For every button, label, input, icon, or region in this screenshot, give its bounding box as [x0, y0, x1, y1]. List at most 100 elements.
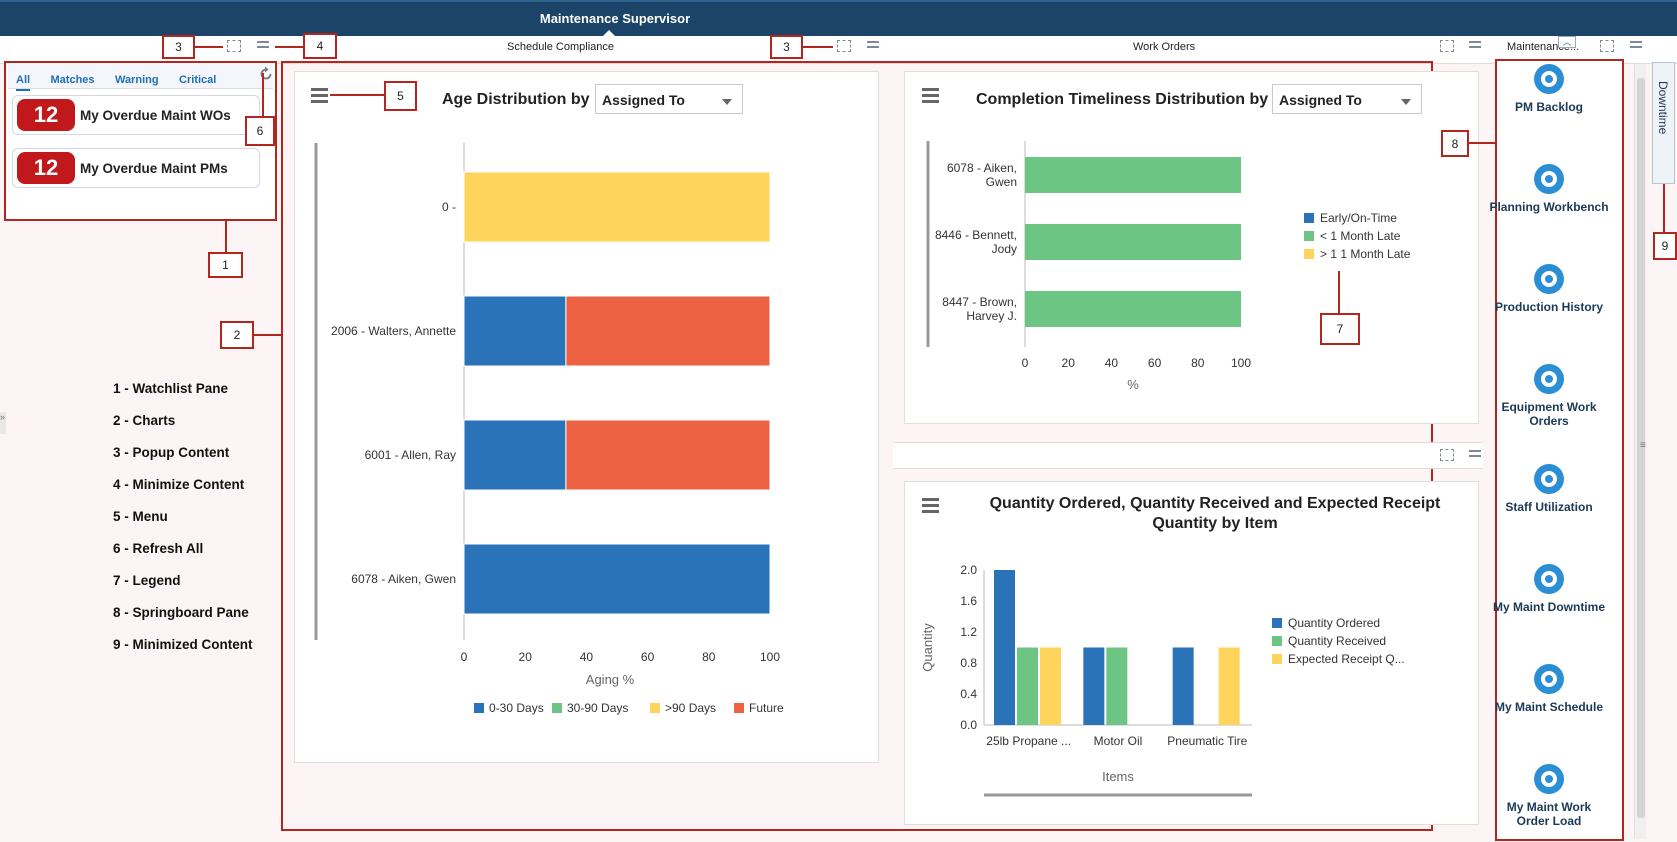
legend-list-item: 3 - Popup Content [113, 445, 230, 460]
x-tick-label: 100 [1231, 356, 1251, 370]
bar-segment [463, 295, 567, 367]
chart-menu-icon[interactable] [922, 498, 939, 513]
callout-line [330, 94, 385, 96]
bar [1017, 647, 1038, 725]
tab-all[interactable]: All [16, 74, 31, 91]
callout-8-springboard: 8 [1441, 130, 1469, 157]
y-axis-label: Quantity [920, 623, 935, 672]
popup-content-icon[interactable] [1440, 40, 1454, 52]
minimize-content-icon[interactable] [1469, 41, 1485, 53]
legend-swatch [1272, 636, 1282, 646]
legend-swatch [650, 703, 660, 713]
callout-6-refresh: 6 [245, 116, 275, 146]
legend-label: 30-90 Days [567, 701, 628, 715]
popup-content-icon[interactable] [227, 40, 241, 52]
maint-schedule-icon [1534, 664, 1564, 694]
quantity-chart: 0.0 0.4 0.8 1.2 1.6 2.0 Quantity 25lb Propane .… [920, 563, 1405, 797]
springboard-item[interactable]: My Maint Work Order Load [1489, 764, 1609, 828]
watchlist-card[interactable]: 12 My Overdue Maint WOs [12, 95, 260, 135]
y-tick-label: 8446 - Bennett, [935, 228, 1017, 242]
work-order-load-icon [1534, 764, 1564, 794]
equipment-work-orders-icon [1534, 364, 1564, 394]
splitter-grip[interactable]: ≡ [1640, 440, 1646, 451]
x-tick-label: Motor Oil [1094, 734, 1143, 748]
springboard-item[interactable]: My Maint Downtime [1489, 564, 1609, 614]
x-tick-label: 20 [1062, 356, 1076, 370]
schedule-compliance-label[interactable]: Schedule Compliance [507, 41, 615, 53]
x-tick-label: 100 [760, 650, 780, 664]
bar [1040, 647, 1061, 725]
work-orders-label[interactable]: Work Orders [1133, 41, 1196, 53]
completion-timeliness-chart: 6078 - Aiken,Gwen 8446 - Bennett,Jody 8447… [926, 141, 1411, 392]
tab-matches[interactable]: Matches [50, 74, 95, 86]
y-tick-label: 0 - [442, 200, 456, 214]
chart-menu-icon[interactable] [311, 88, 328, 103]
legend-label: > 1 1 Month Late [1320, 247, 1411, 261]
x-tick-label: 0 [1022, 356, 1029, 370]
completion-chart-title: Completion Timeliness Distribution by [976, 91, 1269, 108]
popup-content-icon[interactable] [1440, 449, 1454, 461]
minimize-content-icon[interactable] [1469, 450, 1485, 462]
callout-7-legend: 7 [1320, 313, 1360, 345]
minimized-downtime-tab[interactable]: Downtime [1652, 62, 1675, 184]
expand-left-handle[interactable]: » [0, 412, 6, 434]
minimize-content-icon[interactable] [257, 41, 273, 53]
springboard-item[interactable]: Equipment Work Orders [1489, 364, 1609, 428]
completion-group-by-select[interactable]: Assigned To [1272, 84, 1422, 114]
maint-downtime-icon [1534, 564, 1564, 594]
springboard-item[interactable]: Planning Workbench [1489, 164, 1609, 214]
callout-3-popup: 3 [162, 35, 195, 59]
tab-critical[interactable]: Critical [179, 74, 217, 86]
planning-workbench-icon [1534, 164, 1564, 194]
callout-9-minimized: 9 [1653, 232, 1677, 260]
springboard-item[interactable]: Staff Utilization [1489, 464, 1609, 514]
y-tick-label: 1.2 [960, 625, 977, 639]
minimize-content-icon[interactable] [867, 41, 883, 53]
chevron-down-icon [722, 99, 732, 105]
title-bar: Maintenance Supervisor [0, 0, 1677, 38]
legend-label: 0-30 Days [489, 701, 544, 715]
springboard-item[interactable]: Production History [1489, 264, 1609, 314]
x-axis-label: Items [1102, 769, 1134, 784]
x-tick-label: 80 [702, 650, 716, 664]
y-tick-label: 6001 - Allen, Ray [365, 448, 456, 462]
watchlist-card[interactable]: 12 My Overdue Maint PMs [12, 148, 260, 188]
y-tick-label: 0.8 [960, 656, 977, 670]
age-group-by-value: Assigned To [602, 92, 685, 108]
legend-label: Expected Receipt Q... [1288, 652, 1405, 666]
x-tick-label: 60 [1148, 356, 1162, 370]
chart-menu-icon[interactable] [922, 88, 939, 103]
popup-content-icon[interactable] [837, 40, 851, 52]
minimize-content-icon[interactable] [1630, 41, 1646, 53]
legend-list-item: 2 - Charts [113, 413, 176, 428]
callout-line [1338, 271, 1340, 313]
springboard-item-label: My Maint Schedule [1494, 700, 1604, 714]
springboard-item[interactable]: PM Backlog [1489, 64, 1609, 114]
bar [994, 570, 1015, 725]
y-tick-label: 0.0 [960, 718, 977, 732]
callout-line [803, 46, 833, 48]
y-tick-label: Jody [992, 242, 1017, 256]
watchlist-pane: All Matches Warning Critical [4, 61, 277, 221]
legend-label: < 1 Month Late [1320, 229, 1401, 243]
springboard-item-label: Production History [1494, 300, 1603, 314]
watchlist-card-label: My Overdue Maint PMs [80, 160, 228, 176]
legend-list-item: 1 - Watchlist Pane [113, 381, 229, 396]
vertical-scrollbar[interactable] [1634, 64, 1646, 839]
refresh-icon[interactable] [258, 66, 274, 82]
scrollbar-thumb[interactable] [1637, 78, 1645, 818]
bar-segment [463, 419, 567, 491]
x-tick-label: 60 [641, 650, 655, 664]
bar-segment [1025, 157, 1241, 193]
springboard-item[interactable]: My Maint Schedule [1489, 664, 1609, 714]
legend-swatch [734, 703, 744, 713]
chevron-up-icon[interactable]: ︿ [1558, 36, 1576, 48]
popup-content-icon[interactable] [1600, 40, 1614, 52]
watchlist-tabs: All Matches Warning Critical [16, 70, 232, 91]
watchlist-count-badge: 12 [17, 99, 75, 131]
springboard-item-label: My Maint Work Order Load [1506, 800, 1592, 828]
age-group-by-select[interactable]: Assigned To [595, 84, 743, 114]
quantity-title-line: Quantity by Item [1152, 515, 1278, 532]
callout-4-minimize: 4 [303, 33, 337, 59]
tab-warning[interactable]: Warning [115, 74, 159, 86]
